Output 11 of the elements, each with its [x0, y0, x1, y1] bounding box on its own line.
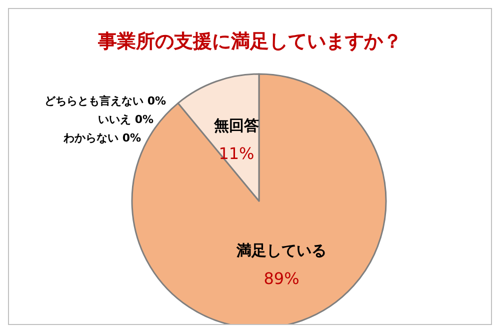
slice-label: 満足している: [236, 242, 327, 260]
text: 0%: [134, 113, 154, 126]
slice-label: 無回答: [212, 116, 259, 134]
category-label: どちらとも言えない: [44, 94, 144, 108]
data-label: 89%: [264, 269, 300, 288]
category-label: わからない: [64, 132, 119, 144]
category-label: いいえ: [98, 113, 132, 126]
data-label: 11%: [218, 144, 254, 163]
text: 0%: [122, 132, 141, 144]
chart-title: 事業所の支援に満足していますか？: [97, 30, 402, 52]
text: 0%: [147, 94, 166, 108]
